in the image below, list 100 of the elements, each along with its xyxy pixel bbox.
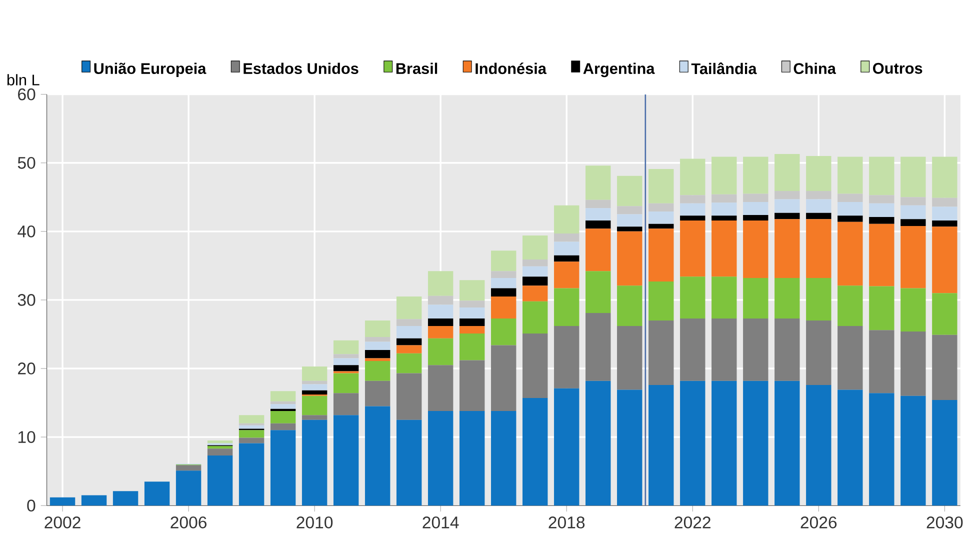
- bar: [491, 410, 516, 506]
- bar: [302, 414, 328, 420]
- bar: [838, 326, 863, 390]
- bar: [900, 156, 926, 197]
- bar: [302, 384, 328, 390]
- bar: [396, 344, 422, 354]
- bar: [869, 286, 894, 330]
- bar: [806, 278, 832, 320]
- bar: [900, 218, 926, 226]
- bar: [522, 333, 548, 398]
- bar: [428, 296, 454, 305]
- bar: [617, 390, 642, 506]
- bar: [806, 190, 832, 199]
- bar: [396, 373, 422, 420]
- x-tick-label: 2010: [296, 516, 333, 528]
- bar: [491, 344, 516, 411]
- bar: [491, 250, 516, 271]
- bar: [774, 278, 800, 318]
- bar: [774, 218, 800, 278]
- bar: [617, 206, 642, 214]
- bar: [932, 206, 958, 220]
- bar: [838, 285, 863, 326]
- bar: [743, 278, 768, 318]
- bar: [428, 338, 454, 365]
- bar: [743, 220, 768, 278]
- x-tick-label: 2002: [44, 516, 80, 528]
- y-tick-label: 30: [18, 294, 36, 306]
- bar: [617, 326, 642, 390]
- legend-label: Outros: [873, 62, 922, 74]
- bar: [838, 390, 863, 506]
- x-tick-label: 2018: [548, 516, 585, 528]
- y-tick-label: 60: [18, 88, 36, 100]
- bar: [207, 442, 233, 446]
- bar: [680, 194, 706, 204]
- bar: [680, 215, 706, 220]
- bar: [743, 318, 768, 381]
- bar: [270, 390, 296, 402]
- bar: [522, 235, 548, 260]
- bar: [648, 384, 674, 506]
- bar: [806, 156, 832, 191]
- bar: [774, 318, 800, 381]
- bar: [648, 224, 674, 228]
- bar: [554, 326, 580, 388]
- y-axis-title: bln L: [7, 74, 40, 86]
- bar: [648, 228, 674, 282]
- x-tick-label: 2022: [674, 516, 710, 528]
- bar: [900, 396, 926, 506]
- bar: [743, 194, 768, 202]
- bar: [491, 278, 516, 288]
- bar: [806, 320, 832, 385]
- bar: [554, 255, 580, 262]
- bar: [838, 194, 863, 202]
- bar: [806, 384, 832, 506]
- bar: [364, 406, 390, 506]
- bar: [522, 301, 548, 334]
- bar: [554, 261, 580, 288]
- bar: [838, 156, 863, 194]
- bar: [554, 288, 580, 326]
- bar: [459, 318, 485, 326]
- legend-label: Tailândia: [691, 62, 757, 74]
- bar: [81, 495, 107, 506]
- bar: [648, 320, 674, 385]
- bar: [207, 440, 233, 443]
- bar: [50, 497, 76, 506]
- bar: [554, 388, 580, 506]
- bar: [428, 364, 454, 411]
- bar: [586, 165, 611, 200]
- bar: [680, 158, 706, 195]
- bar: [459, 410, 485, 506]
- bar: [900, 288, 926, 332]
- bar: [932, 226, 958, 293]
- bar: [554, 205, 580, 234]
- bar: [774, 154, 800, 191]
- bar: [648, 168, 674, 204]
- bar: [586, 200, 611, 208]
- bar: [869, 216, 894, 224]
- bar: [838, 222, 863, 286]
- bar: [712, 194, 737, 202]
- x-tick-label: 2014: [422, 516, 459, 528]
- bar: [680, 380, 706, 506]
- x-tick-label: 2006: [170, 516, 206, 528]
- bar: [680, 318, 706, 381]
- bar: [648, 281, 674, 320]
- bar: [207, 448, 233, 456]
- bar: [396, 296, 422, 319]
- bar: [459, 360, 485, 411]
- bar: [428, 326, 454, 338]
- bar: [838, 202, 863, 216]
- bar: [712, 215, 737, 220]
- bar: [617, 214, 642, 226]
- bar: [428, 304, 454, 318]
- bar: [522, 266, 548, 276]
- bar: [900, 205, 926, 219]
- bar: [869, 156, 894, 195]
- y-tick-label: 0: [27, 499, 36, 512]
- bar: [680, 203, 706, 216]
- bar: [522, 398, 548, 506]
- bar: [207, 455, 233, 506]
- bar: [396, 420, 422, 506]
- bar: [270, 410, 296, 424]
